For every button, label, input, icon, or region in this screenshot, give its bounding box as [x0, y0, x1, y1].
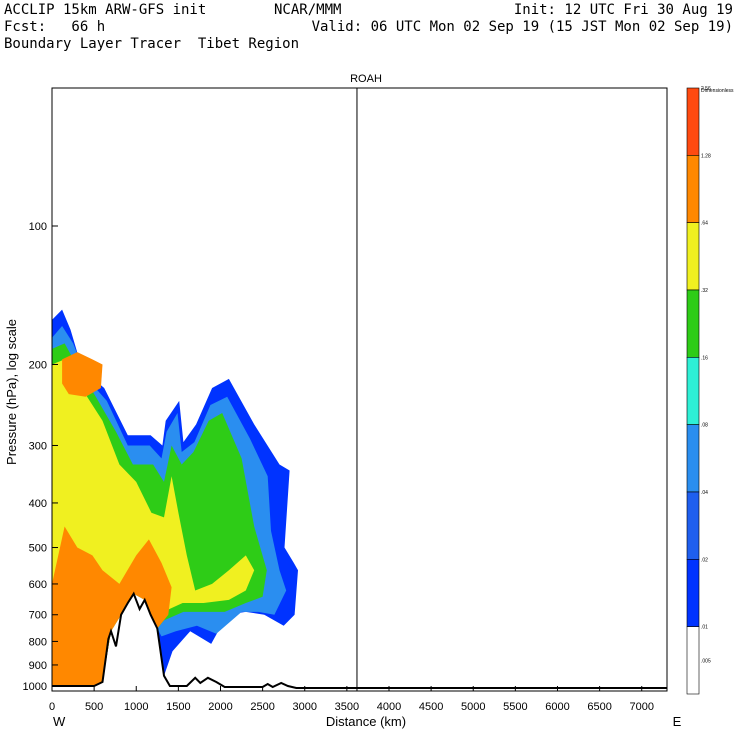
x-axis-ticks: 0 500 1000 1500 2000 2500 3000 3500 4000 4500 5000… [49, 686, 654, 713]
x-tick-label: 5000 [461, 701, 485, 713]
x-tick-label: 500 [85, 701, 103, 713]
x-axis-left-label: W [53, 714, 66, 729]
y-axis-ticks: 100 200 300 400 500 600 700 800 900 1000 [23, 221, 58, 693]
y-tick-label: 700 [29, 610, 47, 622]
colorbar-tick-label: .32 [701, 288, 708, 294]
colorbar-tick-label: .01 [701, 625, 708, 631]
x-tick-label: 3000 [292, 701, 316, 713]
chart-title: ROAH [350, 73, 382, 85]
colorbar-tick-label: .04 [701, 490, 708, 496]
y-tick-label: 300 [29, 440, 47, 452]
colorbar-segment [686, 424, 700, 493]
y-tick-label: 1000 [23, 681, 47, 693]
header-right-1: Init: 12 UTC Fri 30 Aug 19 [513, 2, 733, 18]
header-center: NCAR/MMM [274, 2, 342, 18]
tracer-region-4 [52, 526, 172, 686]
x-tick-label: 2000 [208, 701, 232, 713]
colorbar-segment [686, 491, 700, 560]
x-tick-label: 0 [49, 701, 55, 713]
x-tick-label: 5500 [503, 701, 527, 713]
y-tick-label: 500 [29, 543, 47, 555]
plot-frame [51, 87, 668, 692]
x-tick-label: 1000 [124, 701, 148, 713]
y-tick-label: 900 [29, 660, 47, 672]
x-tick-label: 1500 [166, 701, 190, 713]
x-tick-label: 4500 [419, 701, 443, 713]
y-tick-label: 800 [29, 636, 47, 648]
y-tick-label: 400 [29, 498, 47, 510]
tracer-region-5 [62, 352, 103, 397]
colorbar-tick-label: .08 [701, 423, 708, 429]
y-tick-label: 200 [29, 359, 47, 371]
colorbar-tick-label: 2.56 [701, 86, 711, 92]
colorbar-segment [686, 222, 700, 291]
x-axis-label: Distance (km) [326, 714, 406, 729]
colorbar-tick-label: .02 [701, 557, 708, 563]
colorbar-tick-label: 1.28 [701, 153, 711, 159]
x-tick-label: 3500 [335, 701, 359, 713]
header-right-2: Valid: 06 UTC Mon 02 Sep 19 (15 JST Mon … [311, 19, 733, 35]
colorbar-segment [686, 87, 700, 156]
colorbar: Dimensionless .005 .01 .02 .04 .08 .16 .32 .64 1.… [686, 86, 734, 695]
x-tick-label: 6500 [587, 701, 611, 713]
x-axis-right-label: E [673, 714, 682, 729]
x-tick-label: 2500 [250, 701, 274, 713]
colorbar-segment [686, 289, 700, 358]
colorbar-segment [686, 559, 700, 627]
colorbar-tick-label: .64 [701, 221, 708, 227]
x-tick-label: 7000 [629, 701, 653, 713]
y-tick-label: 600 [29, 579, 47, 591]
colorbar-tick-label: .16 [701, 355, 708, 361]
colorbar-tick-label: .005 [701, 658, 711, 664]
y-axis-label: Pressure (hPa), log scale [4, 319, 19, 465]
y-tick-label: 100 [29, 221, 47, 233]
colorbar-title: Dimensionless [701, 88, 734, 94]
header-left-2: Fcst: 66 h [4, 19, 106, 35]
x-tick-label: 6000 [545, 701, 569, 713]
header-left-1: ACCLIP 15km ARW-GFS init [4, 2, 207, 18]
header-left-3: Boundary Layer Tracer Tibet Region [4, 36, 300, 52]
x-tick-label: 4000 [377, 701, 401, 713]
terrain-line [52, 591, 667, 689]
tracer-fills [52, 309, 298, 686]
colorbar-segment [686, 357, 700, 425]
colorbar-segment [686, 626, 700, 695]
colorbar-segment [686, 155, 700, 223]
